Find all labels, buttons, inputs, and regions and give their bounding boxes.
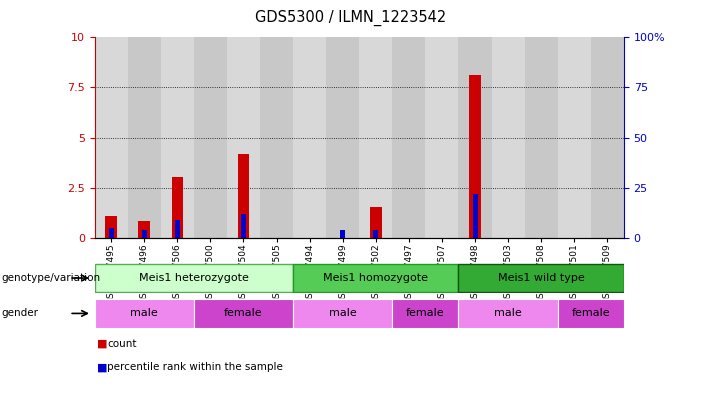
Bar	[426, 37, 458, 238]
Bar	[194, 37, 227, 238]
Bar	[458, 37, 491, 238]
Text: gender: gender	[1, 309, 39, 318]
Bar	[359, 37, 393, 238]
Text: ■: ■	[97, 362, 107, 373]
Text: percentile rank within the sample: percentile rank within the sample	[107, 362, 283, 373]
Bar	[458, 299, 558, 328]
Text: male: male	[130, 309, 158, 318]
Text: count: count	[107, 339, 137, 349]
Bar	[238, 154, 250, 238]
Bar	[95, 299, 194, 328]
Text: ■: ■	[97, 339, 107, 349]
Bar	[241, 214, 246, 238]
Bar	[326, 37, 359, 238]
Bar	[95, 37, 128, 238]
Bar	[161, 37, 194, 238]
Text: male: male	[494, 309, 522, 318]
Bar	[194, 299, 293, 328]
Bar	[393, 299, 458, 328]
Bar	[105, 216, 117, 238]
Text: genotype/variation: genotype/variation	[1, 273, 100, 283]
Bar	[172, 176, 183, 238]
Bar	[558, 299, 624, 328]
Text: female: female	[571, 309, 610, 318]
Text: Meis1 homozygote: Meis1 homozygote	[323, 273, 428, 283]
Bar	[293, 299, 393, 328]
Bar	[175, 220, 180, 238]
Bar	[109, 228, 114, 238]
Bar	[260, 37, 293, 238]
Text: GDS5300 / ILMN_1223542: GDS5300 / ILMN_1223542	[255, 10, 446, 26]
Bar	[293, 264, 458, 292]
Text: female: female	[224, 309, 263, 318]
Bar	[469, 75, 481, 238]
Bar	[458, 264, 624, 292]
Bar	[139, 221, 150, 238]
Bar	[491, 37, 524, 238]
Bar	[393, 37, 426, 238]
Text: male: male	[329, 309, 357, 318]
Text: Meis1 heterozygote: Meis1 heterozygote	[139, 273, 249, 283]
Bar	[293, 37, 326, 238]
Bar	[370, 207, 381, 238]
Bar	[340, 230, 345, 238]
Bar	[558, 37, 591, 238]
Bar	[128, 37, 161, 238]
Bar	[142, 230, 147, 238]
Bar	[472, 194, 477, 238]
Text: Meis1 wild type: Meis1 wild type	[498, 273, 585, 283]
Bar	[227, 37, 260, 238]
Bar	[524, 37, 558, 238]
Bar	[591, 37, 624, 238]
Text: female: female	[406, 309, 444, 318]
Bar	[374, 230, 379, 238]
Bar	[95, 264, 293, 292]
